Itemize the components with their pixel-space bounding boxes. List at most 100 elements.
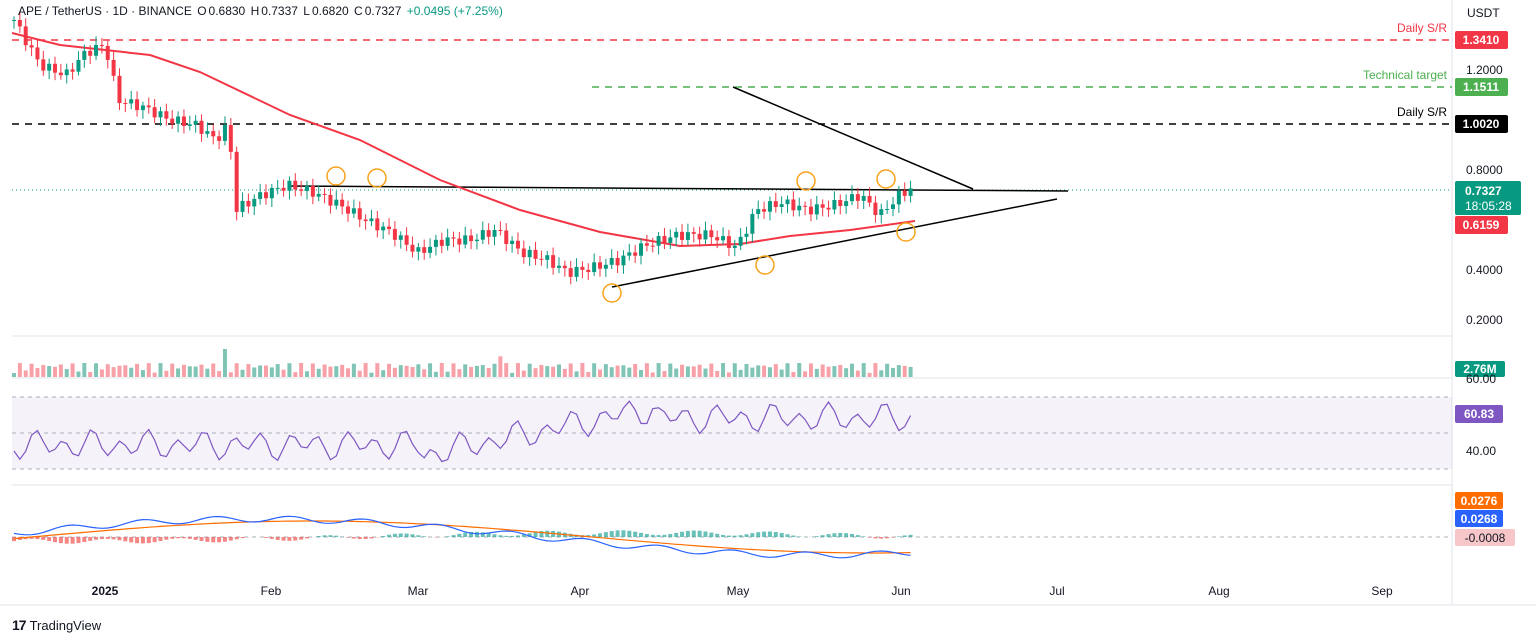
volume-bar	[94, 363, 99, 377]
macd-hist-bar	[228, 537, 233, 541]
candle-body	[738, 236, 743, 246]
volume-bar	[346, 368, 351, 377]
candle-body	[803, 205, 808, 207]
volume-bar	[844, 368, 849, 377]
volume-bar	[808, 363, 813, 377]
candle-body	[627, 252, 632, 256]
candle-body	[762, 209, 767, 212]
volume-tag	[1455, 361, 1505, 377]
volume-bar	[105, 364, 110, 377]
volume-bar	[521, 370, 526, 377]
volume-bar	[533, 368, 538, 377]
candle-body	[474, 239, 479, 242]
volume-bar	[756, 365, 761, 377]
volume-bar	[187, 366, 192, 377]
countdown-value: 18:05:28	[1465, 199, 1512, 213]
volume-bar	[129, 367, 134, 377]
candle-body	[457, 238, 462, 245]
candle-body	[439, 239, 444, 246]
volume-bar	[199, 364, 204, 377]
candle-body	[269, 187, 274, 199]
candle-body	[428, 246, 433, 253]
macd-hist-bar	[199, 537, 204, 541]
macd-hist-bar	[47, 537, 52, 541]
volume-bar	[615, 365, 620, 377]
macd-hist-bar	[451, 535, 456, 537]
macd-hist-bar	[82, 537, 87, 543]
time-tick-label: Sep	[1371, 584, 1393, 598]
macd-hist-bar	[328, 535, 333, 537]
candle-body	[820, 204, 825, 208]
volume-bar	[375, 363, 380, 377]
volume-bar	[527, 363, 532, 377]
candle-body	[592, 262, 597, 273]
macd-hist-bar	[129, 537, 134, 543]
volume-bar	[58, 364, 63, 377]
candle-body	[521, 248, 526, 258]
macd-hist-bar	[469, 531, 474, 537]
macd-hist-bar	[814, 536, 819, 537]
moving-average	[11, 32, 916, 248]
price-tick-label: 0.4000	[1466, 263, 1503, 277]
candle-body	[902, 190, 907, 196]
volume-bar	[428, 363, 433, 377]
candle-body	[35, 47, 40, 60]
tradingview-brand[interactable]: 17 TradingView	[12, 617, 101, 633]
volume-bar	[240, 369, 245, 377]
candle-body	[551, 255, 556, 268]
candle-body	[410, 244, 415, 252]
macd-hist-bar	[369, 537, 374, 539]
candle-body	[334, 199, 339, 206]
candle-body	[633, 252, 638, 256]
macd-hist-bar	[105, 537, 110, 539]
macd-hist-bar	[533, 532, 538, 537]
candle-body	[58, 72, 63, 76]
volume-bar	[258, 365, 263, 377]
candle-body	[176, 116, 181, 124]
time-tick-label: Mar	[408, 584, 429, 598]
macd-hist-bar	[902, 535, 907, 537]
candle-body	[47, 63, 52, 71]
volume-bar	[726, 372, 731, 377]
level-label: Daily S/R	[1397, 21, 1447, 35]
macd-hist-bar	[53, 537, 58, 543]
volume-bar	[697, 364, 702, 377]
macd-hist-bar	[849, 533, 854, 537]
candle-body	[808, 206, 813, 215]
macd-hist-bar	[176, 537, 181, 539]
rsi-pane: 60.00 40.00 60.83	[12, 372, 1503, 470]
candle-body	[193, 120, 198, 125]
macd-hist-bar	[844, 533, 849, 537]
volume-bar	[849, 363, 854, 377]
volume-bar	[721, 363, 726, 377]
volume-bar	[88, 371, 93, 377]
candle-body	[105, 45, 110, 60]
level-value: 1.0020	[1463, 117, 1500, 131]
volume-bar	[23, 370, 28, 377]
macd-hist-bar	[445, 536, 450, 537]
macd-hist-bar	[855, 535, 860, 537]
candle-body	[527, 249, 532, 258]
volume-bar	[515, 363, 520, 377]
macd-hist-bar	[732, 535, 737, 537]
macd-hist-bar	[797, 536, 802, 537]
macd-hist-bar	[135, 537, 140, 544]
macd-hist-bar	[263, 537, 268, 538]
candle-body	[480, 230, 485, 240]
macd-hist-bar	[363, 537, 368, 540]
candle-body	[785, 199, 790, 205]
macd-hist-bar	[492, 534, 497, 537]
volume-bar	[750, 367, 755, 377]
candle-body	[861, 195, 866, 201]
volume-bar	[263, 365, 268, 377]
candle-body	[23, 26, 28, 46]
macd-hist-bar	[140, 537, 145, 544]
candle-body	[750, 214, 755, 234]
volume-bar	[29, 363, 34, 377]
candle-body	[76, 59, 81, 72]
macd-hist-bar	[457, 533, 462, 537]
candle-body	[322, 193, 327, 195]
volume-bar	[357, 370, 362, 377]
rsi-value: 60.83	[1464, 407, 1494, 421]
